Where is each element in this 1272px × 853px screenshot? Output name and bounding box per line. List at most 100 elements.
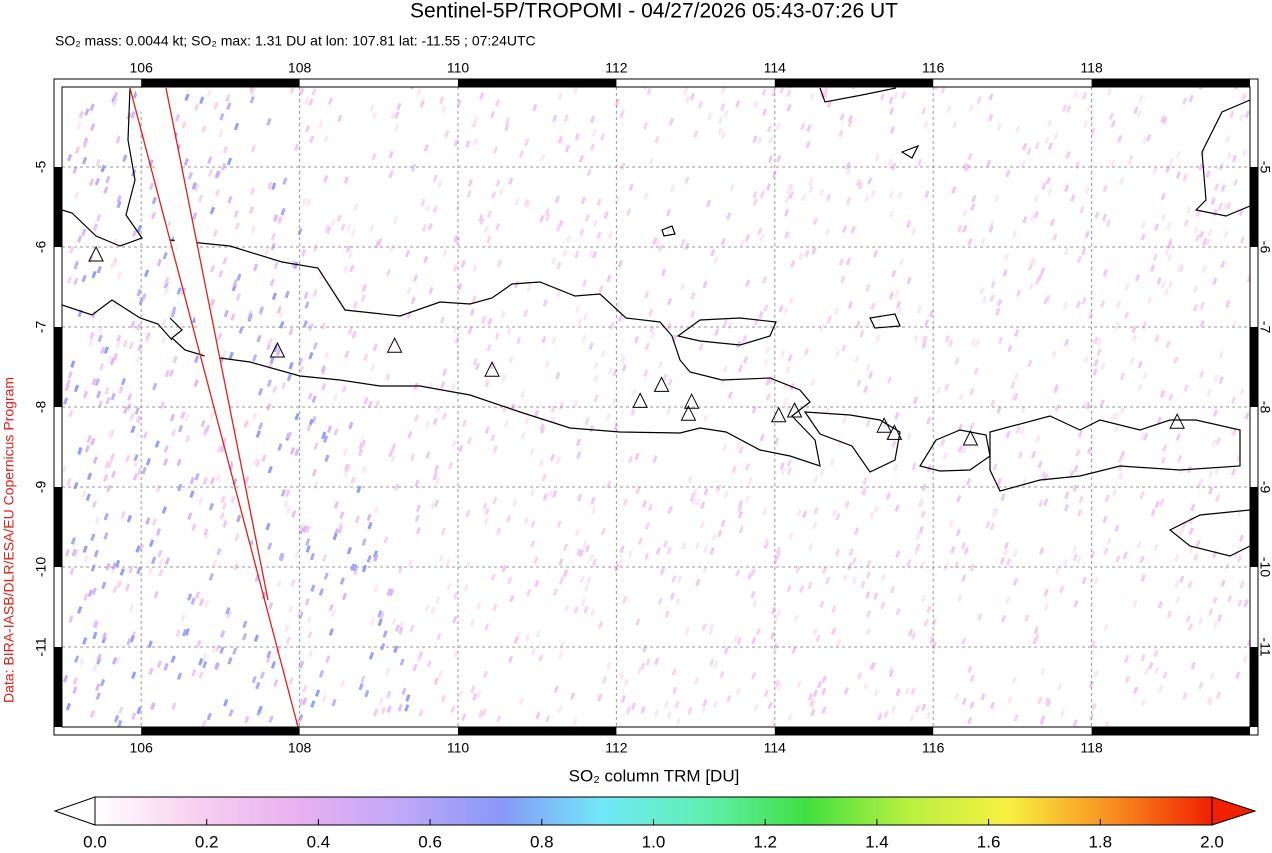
- noise-pixel: [283, 500, 289, 509]
- noise-pixel: [1075, 300, 1082, 309]
- noise-pixel: [1162, 444, 1168, 453]
- noise-pixel: [312, 342, 319, 350]
- noise-pixel: [556, 520, 562, 528]
- noise-pixel: [586, 576, 592, 584]
- noise-pixel: [88, 338, 94, 347]
- noise-pixel: [1246, 274, 1250, 283]
- noise-pixel: [1091, 702, 1097, 711]
- noise-pixel: [735, 100, 741, 108]
- noise-pixel: [199, 96, 205, 105]
- noise-pixel: [273, 679, 279, 687]
- noise-pixel: [835, 349, 841, 358]
- noise-pixel: [1188, 94, 1194, 103]
- noise-pixel: [1007, 696, 1013, 704]
- noise-pixel: [575, 305, 581, 314]
- noise-pixel: [377, 618, 383, 627]
- noise-pixel: [857, 672, 863, 680]
- noise-pixel: [950, 546, 956, 554]
- noise-pixel: [1119, 406, 1125, 414]
- noise-pixel: [122, 406, 129, 414]
- noise-pixel: [161, 506, 168, 514]
- noise-pixel: [504, 123, 510, 132]
- noise-pixel: [230, 313, 236, 321]
- noise-pixel: [1059, 585, 1065, 594]
- y-tick-label: -8: [33, 401, 49, 414]
- noise-pixel: [1142, 136, 1148, 144]
- noise-pixel: [97, 400, 103, 409]
- noise-pixel: [369, 224, 375, 232]
- noise-pixel: [191, 523, 197, 532]
- noise-pixel: [1182, 692, 1188, 700]
- noise-pixel: [765, 393, 771, 401]
- noise-pixel: [590, 496, 596, 505]
- noise-pixel: [1022, 215, 1028, 224]
- noise-pixel: [93, 620, 99, 629]
- noise-pixel: [336, 214, 342, 223]
- noise-pixel: [529, 447, 535, 456]
- x-tick-label: 114: [764, 60, 787, 76]
- noise-pixel: [1057, 682, 1063, 691]
- noise-pixel: [347, 327, 353, 335]
- noise-pixel: [539, 214, 545, 223]
- noise-pixel: [600, 527, 607, 536]
- noise-pixel: [1111, 488, 1118, 497]
- noise-pixel: [607, 231, 613, 239]
- noise-pixel: [473, 116, 479, 125]
- frame-segment: [54, 327, 62, 407]
- noise-pixel: [806, 124, 812, 132]
- noise-pixel: [957, 224, 963, 233]
- noise-pixel: [1002, 269, 1008, 277]
- noise-pixel: [73, 655, 80, 663]
- noise-pixel: [720, 87, 726, 95]
- noise-pixel: [1123, 654, 1130, 663]
- noise-pixel: [1124, 675, 1131, 684]
- noise-pixel: [298, 365, 305, 374]
- noise-pixel: [970, 203, 976, 211]
- noise-pixel: [1244, 110, 1250, 119]
- noise-pixel: [444, 130, 450, 138]
- noise-pixel: [1225, 135, 1231, 143]
- noise-pixel: [961, 697, 967, 706]
- noise-pixel: [808, 543, 814, 551]
- noise-pixel: [1072, 719, 1078, 727]
- noise-pixel: [779, 87, 785, 94]
- noise-pixel: [276, 306, 283, 314]
- noise-pixel: [923, 319, 930, 327]
- noise-pixel: [425, 451, 431, 459]
- noise-pixel: [256, 334, 262, 343]
- noise-pixel: [873, 505, 880, 513]
- noise-pixel: [1223, 230, 1229, 239]
- noise-pixel: [437, 670, 444, 678]
- noise-pixel: [1081, 400, 1087, 409]
- noise-pixel: [379, 611, 385, 620]
- noise-pixel: [1218, 376, 1224, 385]
- noise-pixel: [703, 414, 709, 423]
- noise-pixel: [735, 688, 741, 696]
- noise-pixel: [265, 655, 272, 663]
- noise-pixel: [720, 519, 726, 528]
- noise-pixel: [1028, 282, 1034, 291]
- noise-pixel: [118, 386, 124, 394]
- noise-pixel: [963, 547, 969, 555]
- noise-pixel: [393, 645, 399, 654]
- noise-pixel: [573, 87, 579, 94]
- noise-pixel: [519, 150, 525, 158]
- noise-pixel: [136, 566, 142, 575]
- noise-pixel: [1153, 649, 1159, 658]
- noise-pixel: [1062, 301, 1069, 310]
- noise-pixel: [1043, 588, 1049, 597]
- noise-pixel: [1159, 390, 1165, 398]
- noise-pixel: [906, 276, 912, 285]
- noise-pixel: [1119, 177, 1125, 186]
- noise-pixel: [787, 713, 793, 722]
- noise-pixel: [78, 110, 84, 119]
- noise-pixel: [92, 664, 98, 672]
- noise-pixel: [525, 199, 532, 208]
- noise-pixel: [556, 289, 562, 297]
- noise-pixel: [467, 326, 473, 335]
- colorbar-tick-label: 1.0: [642, 832, 666, 851]
- noise-pixel: [331, 698, 337, 707]
- noise-pixel: [301, 249, 307, 257]
- noise-pixel: [648, 308, 654, 317]
- noise-pixel: [752, 135, 758, 143]
